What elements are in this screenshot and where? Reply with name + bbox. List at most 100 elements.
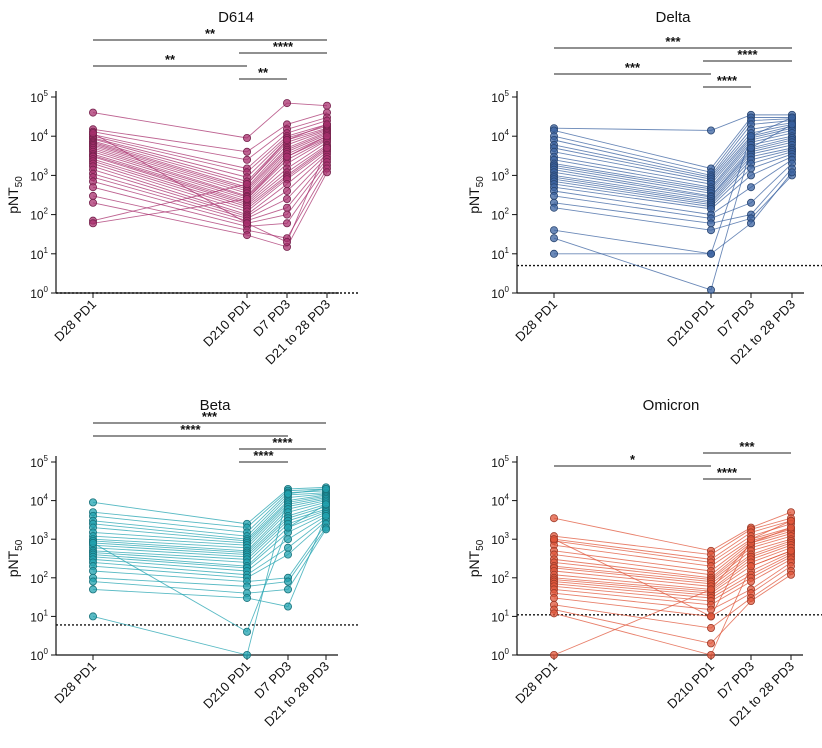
data-point xyxy=(550,651,559,660)
data-point xyxy=(283,523,292,532)
y-tick-label: 102 xyxy=(30,207,48,223)
subject-line xyxy=(92,144,328,206)
subject-line xyxy=(553,527,792,567)
data-point xyxy=(707,126,716,135)
subject-line xyxy=(553,153,793,208)
data-point xyxy=(283,577,292,586)
subject-line xyxy=(92,130,328,188)
data-point xyxy=(89,108,98,117)
subject-line xyxy=(553,135,793,192)
subject-line xyxy=(92,151,328,216)
subject-line xyxy=(92,147,328,210)
significance-label: * xyxy=(630,452,636,467)
subject-line xyxy=(92,510,327,563)
subject-line xyxy=(553,122,793,178)
data-point xyxy=(707,651,716,660)
data-point xyxy=(242,651,251,660)
subject-line xyxy=(92,506,327,558)
data-point xyxy=(89,567,98,576)
data-point xyxy=(322,144,331,153)
chart-title: D614 xyxy=(218,9,254,26)
subject-line xyxy=(92,527,327,587)
subject-line xyxy=(553,163,793,219)
subject-line xyxy=(553,156,793,210)
y-tick-label: 102 xyxy=(491,570,509,586)
subject-line xyxy=(553,540,792,585)
y-tick-label: 103 xyxy=(491,531,509,547)
subject-line xyxy=(92,156,328,219)
subject-line xyxy=(92,132,328,192)
data-point xyxy=(747,144,756,153)
subject-line xyxy=(553,552,792,596)
subject-line xyxy=(92,139,328,202)
data-point xyxy=(747,198,756,207)
subject-line xyxy=(92,158,328,222)
subject-line xyxy=(553,159,793,216)
data-point xyxy=(242,180,251,189)
subject-line xyxy=(92,146,328,208)
data-point xyxy=(787,516,796,525)
data-point xyxy=(89,585,98,594)
data-point xyxy=(707,219,716,228)
subject-line xyxy=(92,515,327,608)
y-tick-label: 101 xyxy=(491,608,509,624)
subject-line xyxy=(92,520,327,579)
subject-line xyxy=(553,127,793,185)
x-tick-label: D28 PD1 xyxy=(512,659,560,707)
subject-line xyxy=(92,498,327,549)
data-point xyxy=(282,195,291,204)
subject-line xyxy=(553,511,792,552)
data-point xyxy=(550,593,559,602)
data-point xyxy=(550,234,559,243)
data-point xyxy=(747,183,756,192)
subject-line xyxy=(92,149,328,212)
data-point xyxy=(242,582,251,591)
data-point xyxy=(321,500,330,509)
subject-line xyxy=(92,127,328,182)
data-point xyxy=(283,550,292,559)
subject-line xyxy=(92,492,327,537)
data-point xyxy=(89,219,98,228)
significance-label: **** xyxy=(273,39,294,54)
data-point xyxy=(787,523,796,532)
y-tick-label: 101 xyxy=(491,246,509,262)
data-point xyxy=(707,585,716,594)
data-point xyxy=(283,585,292,594)
subject-line xyxy=(92,120,328,169)
data-point xyxy=(282,99,291,108)
subject-line xyxy=(553,141,793,198)
significance-label: *** xyxy=(665,34,681,49)
subject-line xyxy=(553,556,792,602)
subject-line xyxy=(92,495,327,544)
data-point xyxy=(89,198,98,207)
data-point xyxy=(282,219,291,228)
subject-line xyxy=(92,497,327,546)
significance-label: ** xyxy=(258,65,269,80)
data-point xyxy=(550,535,559,544)
chart-title: Delta xyxy=(655,9,691,26)
subject-line xyxy=(553,175,793,231)
subject-line xyxy=(553,117,792,170)
y-tick-label: 103 xyxy=(30,167,48,183)
subject-line xyxy=(553,132,793,190)
subject-line xyxy=(92,500,327,552)
x-tick-label: D210 PD1 xyxy=(664,297,717,350)
data-point xyxy=(89,612,98,621)
x-tick-label: D210 PD1 xyxy=(664,659,717,712)
data-point xyxy=(787,570,796,579)
subject-line xyxy=(92,153,328,217)
y-tick-label: 102 xyxy=(30,570,48,586)
subject-line xyxy=(92,131,328,190)
data-point xyxy=(282,186,291,195)
subject-line xyxy=(92,493,327,540)
y-tick-label: 105 xyxy=(30,89,48,105)
subject-line xyxy=(92,486,327,525)
subject-line xyxy=(553,149,793,204)
x-tick-label: D28 PD1 xyxy=(512,297,560,345)
data-point xyxy=(242,155,251,164)
data-point xyxy=(283,489,292,498)
data-point xyxy=(282,180,291,189)
significance-label: **** xyxy=(180,422,201,437)
data-point xyxy=(322,132,331,141)
